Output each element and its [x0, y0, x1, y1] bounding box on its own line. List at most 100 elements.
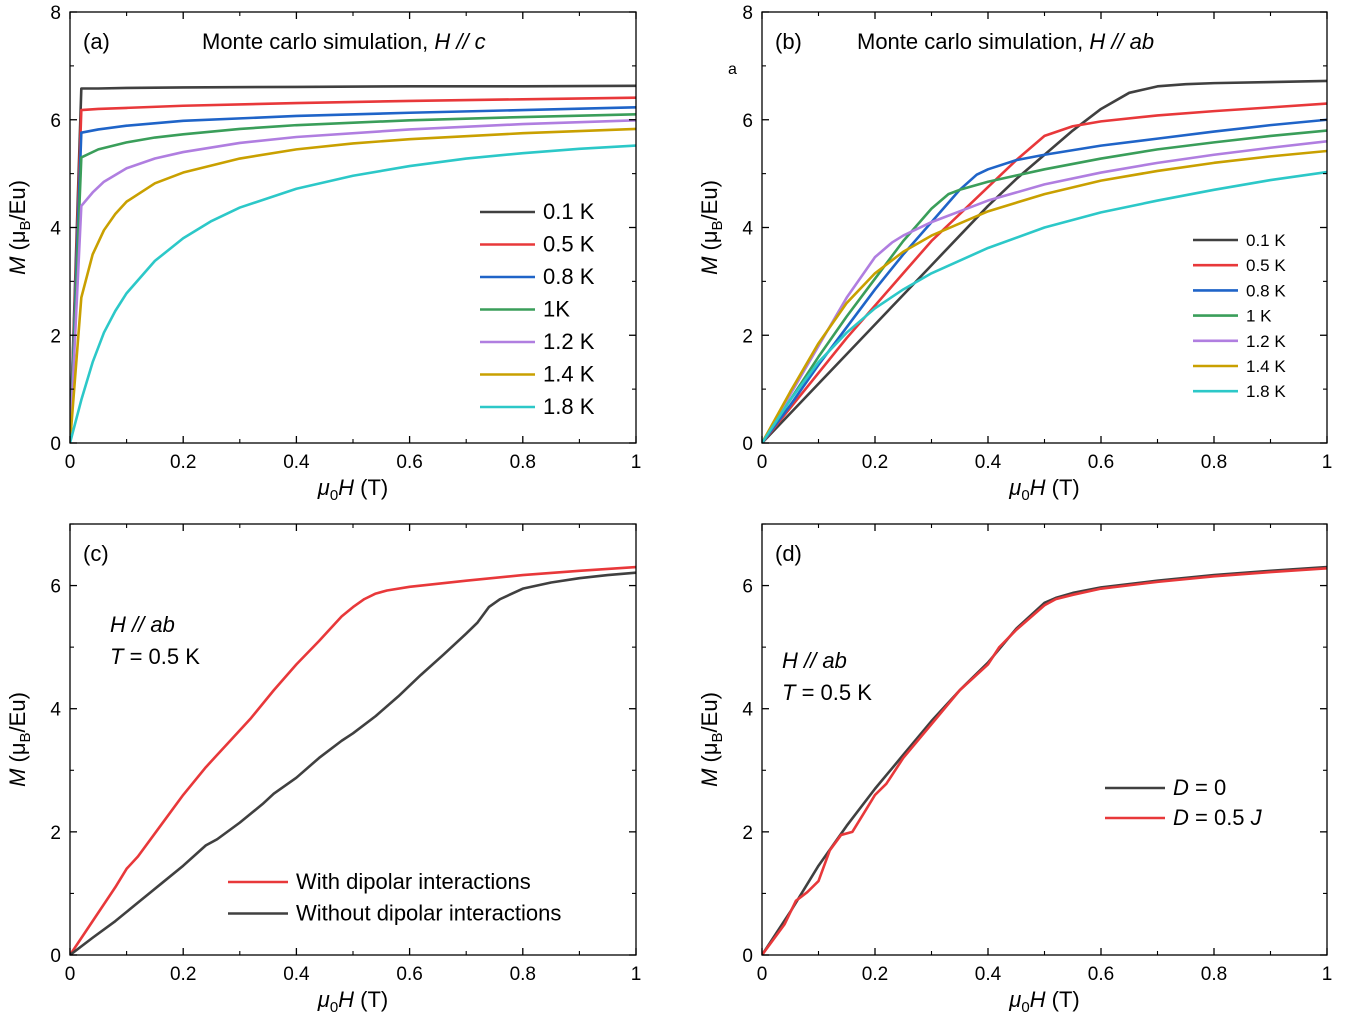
y-tick-label: 4: [50, 700, 61, 721]
legend-label: 1.4 K: [1246, 357, 1286, 376]
x-tick-label: 0.4: [975, 452, 1002, 473]
panel-label: (a): [83, 29, 110, 54]
plot-frame: [761, 523, 1328, 956]
annotation-temperature: T = 0.5 K: [782, 680, 872, 705]
legend-label: 1.4 K: [543, 362, 595, 387]
stray-label: a: [728, 61, 737, 78]
x-axis-label: μ0H (T): [317, 475, 389, 504]
x-tick-label: 0: [65, 452, 76, 473]
series-line-0-3: [70, 113, 636, 443]
y-tick-label: 2: [742, 823, 753, 844]
y-tick-label: 0: [50, 946, 61, 967]
series-line-0-6: [70, 144, 636, 443]
y-tick-label: 2: [742, 326, 753, 347]
annotation-temperature: T = 0.5 K: [110, 644, 200, 669]
chart-panel-3: 0 0.2 0.4 0.6 0.8 1 0 2 4 6 μ0H (T) M (μB/Eu) (d) H /…: [697, 523, 1333, 1016]
legend-label: 1K: [543, 297, 570, 322]
series-line-0-1: [70, 96, 636, 443]
series-line-1-3: [762, 129, 1327, 443]
x-tick-label: 1: [1322, 452, 1333, 473]
series-line-2-0: [70, 565, 636, 955]
y-tick-label: 0: [50, 434, 61, 455]
legend-label: 0.5 K: [543, 232, 595, 257]
x-axis-label: μ0H (T): [1008, 475, 1080, 504]
legend-label: 1.2 K: [1246, 332, 1286, 351]
series-line-1-6: [762, 170, 1327, 443]
x-tick-label: 0.6: [1088, 452, 1114, 473]
y-tick-label: 4: [50, 219, 61, 240]
legend-label: 1 K: [1246, 307, 1272, 326]
panel-label: (d): [775, 541, 802, 566]
series-line-0-2: [70, 106, 636, 443]
panel-title: Monte carlo simulation, H // c: [202, 29, 486, 54]
x-tick-label: 0.4: [283, 964, 310, 985]
legend-label: 1.2 K: [543, 329, 595, 354]
x-tick-label: 0.8: [510, 452, 536, 473]
series-line-0-5: [70, 127, 636, 443]
x-tick-label: 0.8: [1201, 452, 1227, 473]
chart-panel-2: 0 0.2 0.4 0.6 0.8 1 0 2 4 6 μ0H (T) M (μB/Eu) (c) H /…: [5, 523, 642, 1016]
y-tick-label: 2: [50, 326, 61, 347]
x-tick-label: 0: [65, 964, 76, 985]
y-tick-label: 2: [50, 823, 61, 844]
legend-label: Without dipolar interactions: [296, 901, 561, 926]
series-line-1-0: [762, 79, 1327, 443]
y-tick-label: 8: [742, 3, 753, 24]
x-tick-label: 0.8: [510, 964, 536, 985]
legend-label: 0.1 K: [543, 199, 595, 224]
x-tick-label: 0.6: [396, 964, 422, 985]
panel-title: Monte carlo simulation, H // ab: [857, 29, 1154, 54]
x-tick-label: 0.2: [862, 964, 888, 985]
annotation-field: H // ab: [110, 612, 175, 637]
y-tick-label: 0: [742, 434, 753, 455]
x-tick-label: 1: [1322, 964, 1333, 985]
y-axis-label: M (μB/Eu): [697, 180, 726, 275]
legend-label: 1.8 K: [1246, 382, 1286, 401]
chart-panel-1: 0 0.2 0.4 0.6 0.8 1 0 2 4 6 8 μ0H (T) M (μB/Eu) (b) Mo…: [697, 3, 1332, 504]
x-tick-label: 0: [757, 452, 768, 473]
series-line-3-0: [762, 565, 1327, 955]
y-axis-label: M (μB/Eu): [5, 180, 34, 275]
x-axis-label: μ0H (T): [317, 987, 389, 1016]
series-line-1-1: [762, 102, 1327, 443]
series-line-3-1: [762, 567, 1327, 955]
series-line-1-2: [762, 118, 1327, 443]
x-tick-label: 0.4: [975, 964, 1002, 985]
y-axis-label: M (μB/Eu): [697, 692, 726, 787]
legend-label: 0.1 K: [1246, 231, 1286, 250]
legend-label: With dipolar interactions: [296, 869, 531, 894]
y-tick-label: 4: [742, 219, 753, 240]
chart-panel-0: 0 0.2 0.4 0.6 0.8 1 0 2 4 6 8 μ0H (T) M (μB/Eu) (a) Mo…: [5, 3, 641, 504]
y-tick-label: 6: [742, 111, 753, 132]
y-tick-label: 6: [50, 577, 61, 598]
x-tick-label: 0.6: [1088, 964, 1114, 985]
legend-label: 0.8 K: [1246, 281, 1286, 300]
y-tick-label: 8: [50, 3, 61, 24]
y-tick-label: 0: [742, 946, 753, 967]
series-line-1-4: [762, 140, 1327, 443]
series-line-2-1: [70, 571, 636, 955]
legend-label: 0.5 K: [1246, 256, 1286, 275]
x-axis-label: μ0H (T): [1008, 987, 1080, 1016]
legend-label: D = 0.5 J: [1173, 805, 1263, 830]
x-tick-label: 1: [631, 964, 642, 985]
x-tick-label: 0.2: [862, 452, 888, 473]
series-line-0-0: [70, 84, 636, 443]
y-tick-label: 4: [742, 700, 753, 721]
panel-label: (c): [83, 541, 109, 566]
series-line-1-5: [762, 149, 1327, 443]
legend-label: D = 0: [1173, 775, 1226, 800]
y-axis-label: M (μB/Eu): [5, 692, 34, 787]
panel-label: (b): [775, 29, 802, 54]
x-tick-label: 0.6: [396, 452, 422, 473]
x-tick-label: 0.2: [170, 964, 196, 985]
x-tick-label: 0.2: [170, 452, 196, 473]
x-tick-label: 0.4: [283, 452, 310, 473]
series-line-0-4: [70, 118, 636, 443]
annotation-field: H // ab: [782, 648, 847, 673]
y-tick-label: 6: [50, 111, 61, 132]
x-tick-label: 0: [757, 964, 768, 985]
legend-label: 1.8 K: [543, 394, 595, 419]
x-tick-label: 0.8: [1201, 964, 1227, 985]
